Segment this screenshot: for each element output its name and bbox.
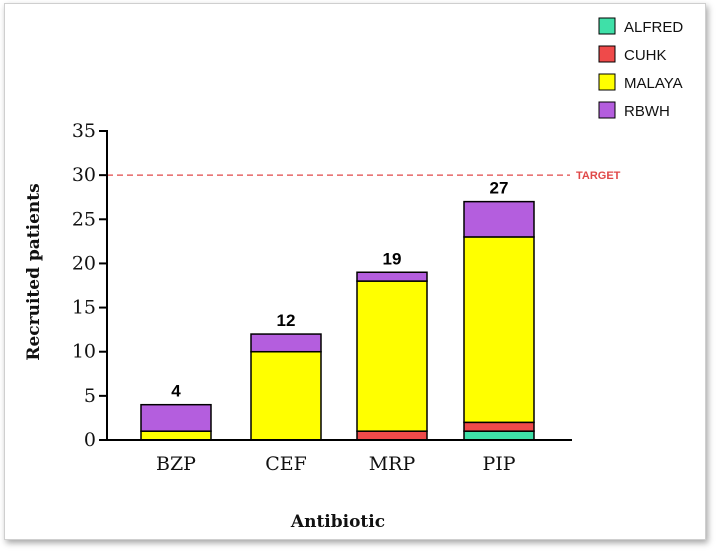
legend-label-cuhk: CUHK: [624, 47, 667, 64]
y-tick-label: 25: [72, 208, 96, 230]
bar-segment-cuhk-pip: [463, 421, 535, 432]
y-tick-label: 0: [84, 429, 96, 451]
bar-segment-rbwh-mrp: [356, 271, 428, 282]
legend-label-alfred: ALFRED: [624, 19, 683, 36]
bars: [140, 200, 535, 441]
bar-total-label: 27: [490, 179, 509, 198]
legend-swatch-malaya: [598, 73, 616, 91]
x-tick-labels: BZP CEF MRP PIP: [156, 453, 516, 475]
legend-swatch-rbwh: [598, 101, 616, 119]
x-tick-label: BZP: [156, 453, 196, 475]
bar-total-label: 4: [171, 382, 181, 401]
legend-label-malaya: MALAYA: [624, 75, 683, 92]
axes: [106, 130, 572, 441]
legend-label-rbwh: RBWH: [624, 103, 670, 120]
bar-segment-malaya-pip: [463, 236, 535, 424]
x-tick-label: PIP: [482, 453, 515, 475]
bar-segment-rbwh-pip: [463, 200, 535, 238]
y-tick-label: 5: [84, 385, 96, 407]
bar-segment-malaya-cef: [250, 350, 322, 441]
bar-segment-rbwh-cef: [250, 333, 322, 353]
target-label: TARGET: [576, 170, 621, 182]
bar-total-label: 19: [383, 249, 402, 268]
bar-segment-malaya-mrp: [356, 280, 428, 432]
bar-totals: 4 12 19 27: [171, 179, 508, 401]
x-tick-label: MRP: [369, 453, 416, 475]
y-axis-title: Recruited patients: [24, 183, 44, 360]
y-tick-label: 15: [72, 297, 96, 319]
x-tick-label: CEF: [265, 453, 307, 475]
y-tick-label: 20: [72, 252, 96, 274]
bar-segment-malaya-bzp: [140, 430, 212, 441]
bar-total-label: 12: [277, 311, 296, 330]
y-tick-label: 10: [72, 341, 96, 363]
legend-swatch-alfred: [598, 17, 616, 35]
y-tick-label: 30: [72, 164, 96, 186]
legend-swatch-cuhk: [598, 45, 616, 63]
chart-frame: [4, 3, 706, 540]
legend: ALFRED CUHK MALAYA RBWH: [598, 17, 683, 120]
y-tick-label: 35: [72, 120, 96, 142]
y-ticks: 0 5 10 15 20 25 30 35: [72, 120, 107, 451]
bar-segment-cuhk-mrp: [356, 430, 428, 441]
x-axis-title: Antibiotic: [290, 512, 385, 532]
target-line-group: TARGET: [107, 170, 621, 182]
bar-segment-alfred-pip: [463, 430, 535, 441]
bar-segment-rbwh-bzp: [140, 403, 212, 432]
